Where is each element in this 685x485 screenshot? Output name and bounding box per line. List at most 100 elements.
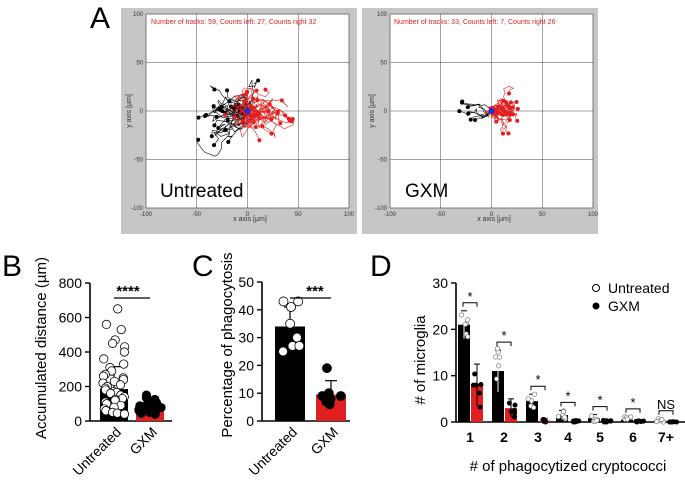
track-endpoint (212, 87, 217, 92)
tracks (457, 85, 520, 136)
tick-labels: -100 100 -50 50 0 0 50 -50 100 -100 (131, 12, 355, 218)
track-endpoint (226, 139, 231, 144)
track-endpoint (225, 88, 230, 93)
y-tick-label: 50 (136, 61, 143, 67)
y-tick-label: 100 (133, 12, 144, 18)
data-point (570, 418, 576, 424)
data-point (555, 414, 561, 420)
y-tick-label: 30 (432, 275, 448, 291)
significance-label: NS (657, 397, 675, 412)
data-point (119, 347, 129, 357)
data-point (278, 296, 289, 307)
x-tick-label: -100 (384, 212, 397, 218)
significance-label: * (565, 388, 570, 403)
marks: 0 10 20 30 40 50 Untreated GXM (238, 274, 350, 479)
track-endpoint (515, 118, 520, 123)
data-point (324, 399, 335, 410)
data-point (116, 324, 126, 335)
track-endpoint (204, 113, 209, 118)
track-endpoint (514, 99, 519, 104)
data-point (494, 346, 500, 352)
significance-bracket (625, 408, 641, 413)
data-point (115, 380, 126, 390)
y-axis-title: Percentage of phagocytosis (219, 252, 236, 437)
data-point (322, 363, 332, 374)
track-endpoint (494, 119, 499, 124)
data-point (576, 418, 582, 424)
track-endpoint (506, 91, 511, 96)
significance-label: **** (116, 283, 140, 300)
track-endpoint (507, 118, 512, 123)
track-endpoint (222, 112, 227, 117)
x-axis-title: x axis [µm] (477, 216, 511, 223)
track-line (239, 110, 258, 138)
x-tick-label: 6 (629, 429, 637, 445)
track-line (233, 87, 253, 112)
x-tick-label: 100 (588, 212, 599, 218)
data-point (478, 382, 484, 388)
bar-chart-phagocytosis: Percentage of phagocytosis 0 10 20 30 40 50 Un… (219, 252, 350, 479)
significance-bracket (592, 406, 608, 411)
bar-untreated-2 (492, 371, 504, 422)
bar-untreated-1 (458, 324, 470, 422)
x-axis-title: # of phagocytized cryptococci (470, 458, 667, 475)
track-endpoint (266, 109, 271, 114)
x-tick-label: 3 (534, 429, 542, 445)
panel-letter-b: B (2, 250, 22, 283)
x-tick-label: 1 (466, 429, 474, 445)
track-line (211, 110, 252, 137)
data-point (525, 396, 531, 402)
track-line (488, 99, 510, 113)
y-tick-label: 400 (59, 344, 83, 360)
track-endpoint (255, 111, 260, 116)
data-point (670, 419, 676, 425)
track-endpoint (253, 125, 258, 130)
legend-label-untreated: Untreated (608, 280, 669, 296)
y-tick-label: 100 (377, 12, 388, 18)
y-tick-label: 0 (440, 414, 448, 430)
track-line (243, 102, 270, 123)
data-point (541, 417, 547, 423)
y-tick-label: 0 (384, 109, 388, 115)
x-tick-label: -100 (140, 212, 153, 218)
track-endpoint (232, 115, 237, 120)
data-point (589, 413, 595, 419)
data-point (472, 371, 478, 377)
tracks-summary: Number of tracks: 33, Counts left: 7, Co… (394, 19, 556, 26)
track-endpoint (257, 138, 262, 143)
significance-bracket (462, 302, 478, 307)
y-tick-label: 0 (74, 413, 82, 429)
data-point (508, 409, 514, 415)
data-point (99, 354, 109, 364)
track-line (459, 108, 492, 117)
data-point (101, 319, 112, 329)
y-axis-title: # of microglia (412, 315, 429, 405)
track-line (247, 99, 292, 124)
data-point (561, 408, 567, 414)
y-tick-label: 200 (59, 379, 83, 395)
x-tick-label: GXM (126, 424, 160, 458)
track-endpoint (212, 123, 217, 128)
y-tick-label: 50 (380, 61, 387, 67)
track-endpoint (275, 109, 280, 114)
data-point (105, 388, 116, 398)
y-tick-label: 40 (238, 302, 254, 318)
legend-marker-gxm (592, 302, 600, 310)
condition-label: GXM (405, 181, 448, 202)
track-line (470, 110, 492, 120)
y-tick-label: -50 (134, 158, 143, 164)
track-endpoint (494, 107, 499, 112)
track-endpoint (251, 120, 256, 125)
data-point (476, 390, 482, 396)
track-endpoint (220, 109, 225, 114)
track-endpoint (460, 100, 465, 105)
track-line (236, 100, 248, 124)
track-endpoint (508, 112, 513, 117)
data-point (624, 416, 630, 422)
data-point (600, 417, 606, 423)
track-plot-untreated: Number of tracks: 59, Counts left: 27, C… (121, 8, 357, 234)
data-point (506, 400, 512, 406)
data-point (608, 418, 614, 424)
track-endpoint (507, 106, 512, 111)
track-endpoint (269, 131, 274, 136)
